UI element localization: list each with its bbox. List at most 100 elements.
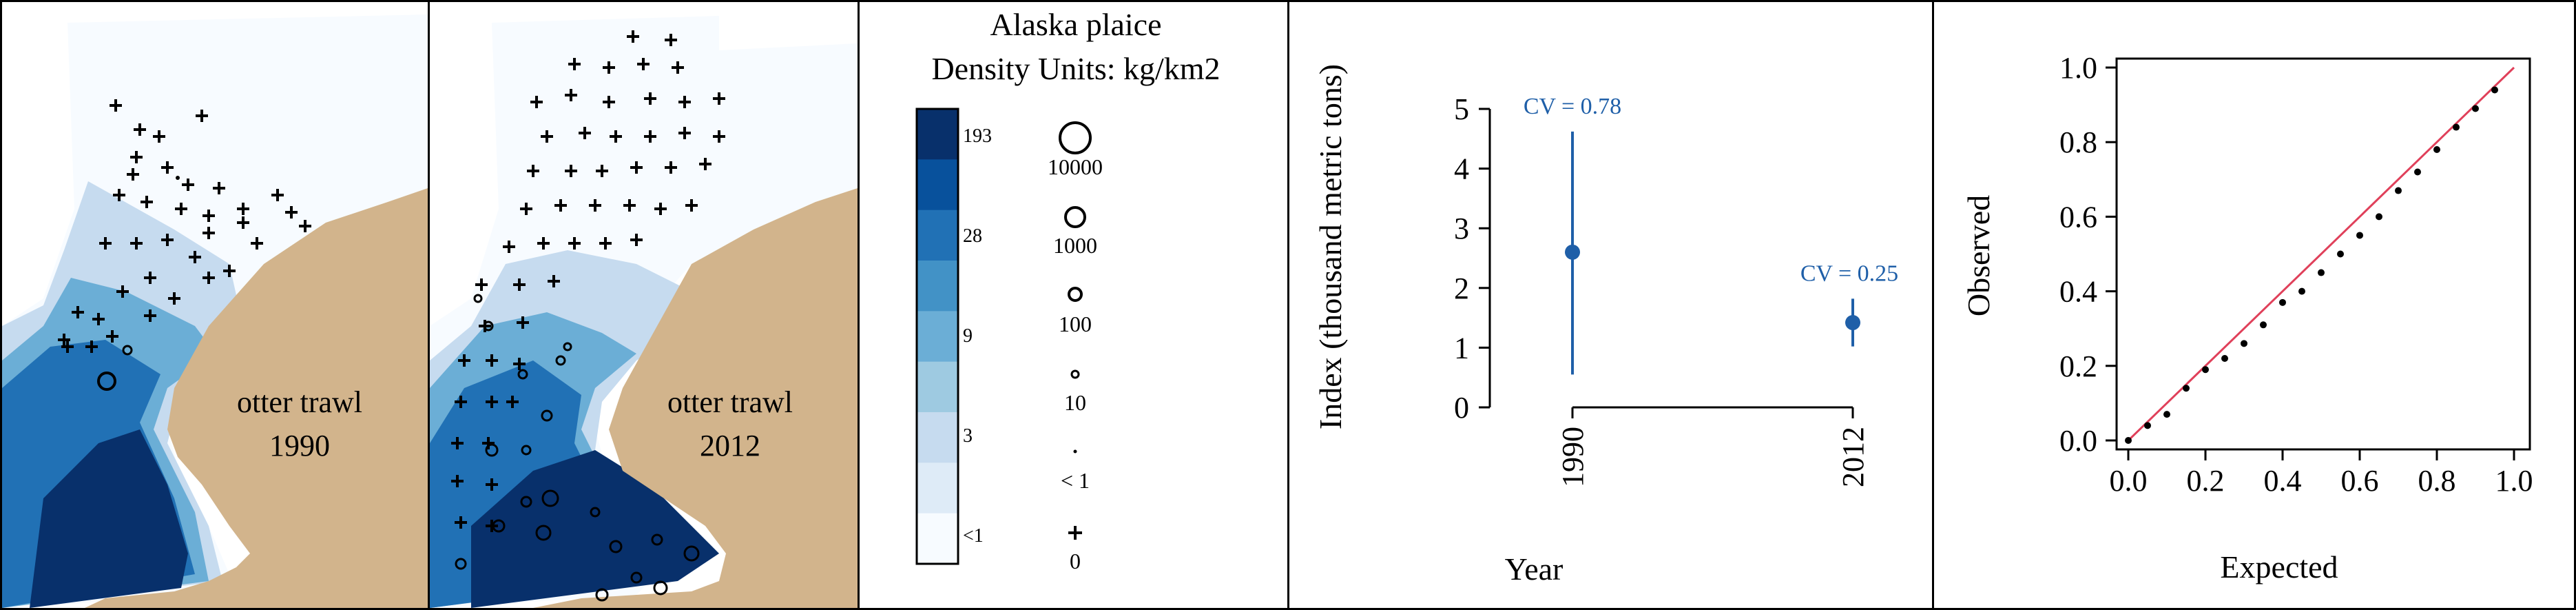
station-cross <box>599 237 612 250</box>
qq-point <box>2221 354 2228 362</box>
qq-y-tick-label: 1.0 <box>2059 51 2097 85</box>
density-map-1990: otter trawl 1990 <box>2 2 428 608</box>
index-y-tick-label: 2 <box>1454 272 1469 305</box>
station-cross <box>589 199 601 212</box>
catch-circle <box>595 588 609 602</box>
qq-point <box>2202 366 2209 374</box>
legend-subtitle: Density Units: kg/km2 <box>931 51 1220 86</box>
map-panel-2012: otter trawl 2012 <box>428 0 860 610</box>
station-cross <box>144 272 156 284</box>
catch-dot-marker <box>176 176 180 180</box>
map-gear-label: otter trawl <box>667 385 793 419</box>
station-cross <box>482 437 495 449</box>
station-cross <box>61 340 74 353</box>
color-tick-label: 9 <box>963 325 973 347</box>
station-cross <box>685 199 698 212</box>
station-cross <box>623 199 636 212</box>
catch-circle <box>473 294 483 303</box>
station-cross <box>58 334 70 346</box>
station-cross <box>554 199 567 212</box>
station-cross <box>513 278 526 291</box>
catch-circle <box>535 525 552 541</box>
station-markers <box>451 30 725 532</box>
station-cross <box>285 206 298 218</box>
station-cross <box>579 127 591 139</box>
station-cross <box>182 179 194 191</box>
station-cross <box>141 196 153 208</box>
station-cross <box>678 127 691 139</box>
qq-reference-line <box>2127 66 2515 442</box>
station-cross <box>202 210 215 222</box>
qq-point <box>2183 385 2190 392</box>
station-cross <box>527 165 539 177</box>
station-cross <box>665 34 677 46</box>
station-cross <box>127 168 139 181</box>
station-cross <box>486 520 498 532</box>
size-key-label: 100 <box>1059 312 1092 336</box>
station-cross <box>134 123 146 136</box>
station-cross <box>223 265 236 277</box>
station-cross <box>503 241 515 253</box>
station-cross <box>603 61 615 74</box>
color-bar-swatch <box>917 261 958 312</box>
legend: Alaska plaice Density Units: kg/km2 193 … <box>915 7 1221 573</box>
index-point <box>1845 315 1860 331</box>
size-key-circle <box>1070 369 1080 379</box>
index-x-tick-label: 2012 <box>1836 427 1870 487</box>
station-markers <box>58 99 311 353</box>
color-bar-swatch <box>917 159 958 211</box>
catch-circle <box>653 580 668 596</box>
station-cross <box>153 130 165 143</box>
color-bar-swatch <box>917 210 958 261</box>
qq-x-axis-label: Expected <box>2220 549 2338 584</box>
station-cross <box>113 189 125 201</box>
station-cross <box>486 396 498 408</box>
station-cross <box>72 306 84 318</box>
qq-point <box>2318 269 2325 276</box>
qq-y-tick-label: 0.6 <box>2059 200 2097 234</box>
station-cross <box>237 216 249 229</box>
size-key-label: 1000 <box>1053 233 1097 258</box>
color-bar-swatch <box>917 412 958 463</box>
land-mass <box>85 188 428 608</box>
index-y-tick-label: 0 <box>1454 391 1469 425</box>
color-bar-swatch <box>917 361 958 413</box>
station-cross <box>110 99 122 112</box>
index-y-tick-label: 5 <box>1454 92 1469 126</box>
color-scale-bar <box>917 109 958 565</box>
station-cross <box>99 237 112 250</box>
index-chart: 0 1 2 3 4 5 1990 2012 CV = 0.78 CV = 0.25 Year I… <box>1313 64 1898 587</box>
station-cross <box>513 358 526 370</box>
station-cross <box>106 330 118 343</box>
station-cross <box>603 96 615 108</box>
qq-x-tick-label: 0.0 <box>2110 464 2148 498</box>
station-cross <box>92 313 105 325</box>
catch-circle <box>521 445 532 456</box>
color-bar-swatch <box>917 109 958 160</box>
station-cross <box>161 234 174 246</box>
station-cross <box>627 30 639 43</box>
station-cross <box>548 275 560 287</box>
station-cross <box>713 130 725 143</box>
catch-circle-marker <box>122 345 133 356</box>
index-y-tick-label: 3 <box>1454 212 1469 245</box>
station-cross <box>610 130 622 143</box>
station-cross <box>85 340 98 353</box>
color-tick-label: <1 <box>963 525 984 547</box>
size-key-circle <box>1059 121 1092 154</box>
station-cross <box>251 237 263 250</box>
station-cross <box>168 292 180 305</box>
qq-x-tick-label: 1.0 <box>2495 464 2533 498</box>
catch-circle <box>541 409 553 422</box>
station-cross <box>644 130 656 143</box>
color-bar-swatch <box>917 462 958 514</box>
color-tick-label: 28 <box>963 225 982 247</box>
index-cv-label: CV = 0.25 <box>1800 261 1898 286</box>
station-cross <box>451 437 464 449</box>
color-bar-swatch <box>917 513 958 565</box>
catch-circle <box>455 558 467 570</box>
qq-point <box>2260 321 2267 329</box>
station-cross <box>455 396 467 408</box>
station-cross <box>486 478 498 491</box>
station-cross <box>116 285 129 298</box>
